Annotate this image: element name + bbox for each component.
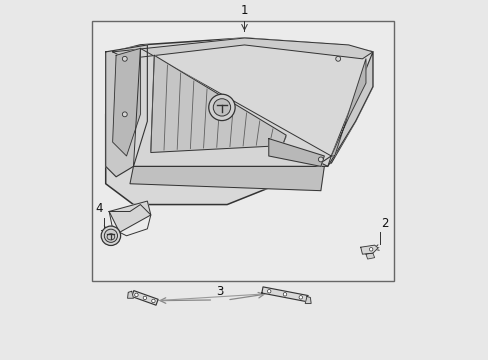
Polygon shape — [105, 38, 372, 204]
Polygon shape — [112, 48, 140, 156]
Polygon shape — [109, 201, 150, 232]
Text: 4: 4 — [96, 202, 103, 215]
Polygon shape — [268, 139, 324, 166]
Circle shape — [101, 226, 121, 246]
Text: 3: 3 — [216, 285, 224, 298]
Polygon shape — [330, 59, 365, 156]
Polygon shape — [150, 55, 285, 153]
Circle shape — [267, 289, 270, 293]
Polygon shape — [130, 166, 324, 191]
Polygon shape — [360, 245, 377, 254]
Circle shape — [104, 229, 117, 242]
Circle shape — [208, 94, 235, 121]
Polygon shape — [131, 291, 158, 305]
Text: 1: 1 — [240, 4, 248, 17]
Circle shape — [318, 157, 323, 162]
Polygon shape — [105, 45, 147, 177]
Circle shape — [283, 293, 286, 296]
Polygon shape — [261, 287, 307, 302]
Polygon shape — [133, 48, 330, 166]
Circle shape — [368, 248, 372, 251]
Circle shape — [122, 112, 127, 117]
Circle shape — [213, 99, 230, 116]
Circle shape — [122, 57, 127, 61]
Polygon shape — [112, 38, 372, 59]
Circle shape — [143, 296, 146, 300]
Circle shape — [299, 296, 302, 299]
Polygon shape — [320, 52, 372, 166]
Bar — [92, 21, 393, 281]
Circle shape — [335, 57, 340, 61]
Polygon shape — [365, 253, 374, 259]
Polygon shape — [127, 291, 133, 298]
Circle shape — [151, 299, 155, 303]
Polygon shape — [305, 297, 310, 303]
Text: 2: 2 — [381, 216, 388, 230]
Circle shape — [134, 293, 138, 297]
